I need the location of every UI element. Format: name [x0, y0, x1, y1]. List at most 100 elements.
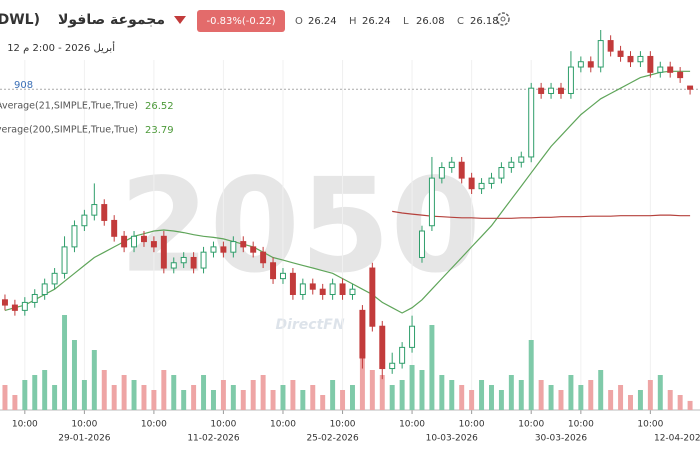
- volume-bar: [280, 385, 286, 410]
- volume-bar: [449, 380, 455, 410]
- x-tick-label: 10:00: [270, 420, 296, 430]
- candle-body: [409, 325, 416, 348]
- volume-bar: [538, 380, 544, 410]
- volume-bar: [647, 380, 653, 410]
- candle-body: [111, 219, 118, 237]
- volume-bar: [210, 390, 216, 410]
- candle-body: [647, 55, 654, 73]
- volume-bar: [121, 375, 127, 410]
- header: مجموعة صافولا (TDWL) -0.83%(-0.22) أبريل…: [0, 10, 510, 54]
- volume-bar: [161, 370, 167, 410]
- candle-body: [399, 346, 406, 364]
- volume-bar: [151, 390, 157, 410]
- volume-bar: [588, 380, 594, 410]
- x-date-label: 25-02-2026: [306, 434, 359, 444]
- candle-body: [200, 251, 207, 269]
- volume-bar: [270, 390, 276, 410]
- volume-bar: [81, 380, 87, 410]
- candle-body: [419, 230, 425, 258]
- candle-body: [11, 304, 18, 311]
- candle-body: [240, 241, 247, 248]
- volume-bar: [71, 340, 77, 410]
- candle-body: [468, 177, 475, 190]
- candle-body: [270, 262, 277, 280]
- ohlc-label: L: [403, 16, 409, 27]
- candle-body: [448, 161, 455, 169]
- ohlc-label: O: [295, 16, 303, 27]
- volume-bar: [389, 385, 395, 410]
- candle-body: [61, 246, 68, 274]
- volume-bar: [419, 370, 425, 410]
- candle-body: [299, 283, 306, 295]
- volume-bar: [568, 375, 574, 410]
- settings-icon[interactable]: [496, 12, 510, 26]
- volume-bar: [201, 375, 207, 410]
- volume-bar: [181, 390, 187, 410]
- volume-bar: [290, 380, 296, 410]
- volume-bar: [409, 365, 415, 410]
- ohlc-value: 26.18: [470, 16, 499, 27]
- volume-bar: [230, 385, 236, 410]
- candle-body: [131, 235, 138, 248]
- candle-body: [309, 283, 316, 290]
- volume-bar: [479, 380, 485, 410]
- dropdown-icon[interactable]: [174, 16, 186, 24]
- volume-bar: [618, 385, 624, 410]
- volume-bar: [558, 390, 564, 410]
- volume-bar: [667, 390, 673, 410]
- volume-bar: [528, 340, 534, 410]
- volume-bar: [2, 385, 8, 410]
- volume-bar: [578, 385, 584, 410]
- candle-body: [567, 66, 574, 94]
- candle-body: [101, 204, 108, 221]
- ma-line: [4, 70, 691, 314]
- volume-bar: [320, 395, 326, 410]
- x-tick-label: 10:00: [141, 420, 167, 430]
- volume-bar: [101, 370, 107, 410]
- candle-body: [627, 55, 634, 63]
- volume-bar: [131, 380, 137, 410]
- x-tick-label: 10:00: [210, 420, 236, 430]
- candle-body: [71, 225, 78, 248]
- volume-bar: [598, 370, 604, 410]
- watermark: 2050: [119, 150, 481, 302]
- candle-body: [488, 177, 495, 184]
- candle-body: [91, 204, 98, 216]
- volume-bar: [42, 370, 48, 410]
- volume-bar: [22, 380, 28, 410]
- volume-bar: [498, 390, 504, 410]
- volume-bar: [469, 390, 475, 410]
- legend-entry: Moving Average(21,SIMPLE,True,True): [0, 101, 138, 112]
- volume-bar: [369, 370, 375, 410]
- volume-bar: [340, 390, 346, 410]
- candle-body: [389, 362, 396, 370]
- volume-bar: [350, 385, 355, 410]
- x-tick-label: 10:00: [637, 420, 663, 430]
- candle-body: [577, 61, 584, 68]
- volume-bar: [429, 325, 435, 410]
- candle-body: [41, 283, 48, 295]
- candle-body: [81, 214, 88, 227]
- candle-body: [230, 241, 237, 253]
- candle-body: [369, 267, 376, 327]
- volume-bar: [220, 380, 226, 410]
- legend-value: 26.52: [145, 101, 174, 112]
- candle-body: [587, 61, 594, 68]
- candle-body: [677, 71, 684, 79]
- candle-body: [498, 167, 505, 179]
- volume-bar: [32, 375, 38, 410]
- candle-body: [260, 251, 267, 264]
- candle-body: [250, 246, 257, 253]
- candle-body: [220, 246, 227, 253]
- candle-body: [51, 272, 58, 285]
- candle-body: [637, 55, 644, 63]
- x-date-label: 12-04-2026: [654, 434, 700, 444]
- ohlc-label: C: [457, 16, 464, 27]
- volume-bar: [12, 395, 18, 410]
- volume-value: 908: [14, 80, 33, 91]
- volume-bar: [359, 355, 365, 410]
- candle-body: [1, 299, 8, 306]
- volume-bar: [687, 400, 693, 410]
- volume-bar: [111, 385, 117, 410]
